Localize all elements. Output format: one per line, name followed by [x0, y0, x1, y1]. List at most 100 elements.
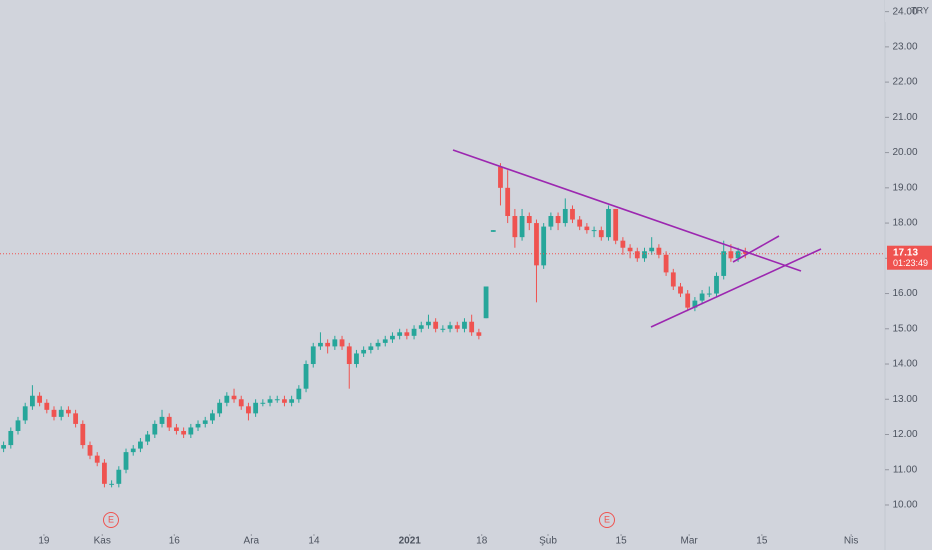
- candle: [562, 198, 568, 227]
- candle-body: [418, 325, 424, 329]
- candle-body: [440, 328, 446, 330]
- x-tick-label: Kas: [94, 536, 111, 547]
- candle-body: [404, 332, 410, 336]
- candle: [613, 208, 619, 245]
- candle: [310, 342, 316, 368]
- y-tick-label: 24.00: [892, 6, 917, 17]
- candle-body: [339, 339, 345, 347]
- candle-body: [382, 339, 388, 343]
- y-tick-label: 18.00: [892, 218, 917, 229]
- candle-body: [267, 399, 273, 403]
- candle: [397, 328, 403, 340]
- x-tick-label: 15: [756, 536, 768, 547]
- candle-body: [483, 286, 489, 319]
- candle-body: [627, 247, 633, 252]
- event-circle: [103, 512, 119, 528]
- candle: [627, 244, 633, 259]
- candle: [8, 427, 14, 449]
- candle: [692, 297, 698, 312]
- candle: [22, 402, 28, 424]
- candle: [325, 339, 331, 354]
- candle: [721, 240, 727, 280]
- candle-body: [130, 448, 136, 453]
- candle-body: [584, 226, 590, 231]
- candle-body: [246, 406, 251, 414]
- candle-body: [274, 399, 280, 401]
- candle-body: [346, 346, 352, 365]
- candle-body: [44, 402, 50, 410]
- candle-body: [606, 208, 611, 238]
- candle: [123, 448, 129, 474]
- candle: [656, 244, 662, 259]
- candle: [375, 339, 381, 350]
- candle-body: [670, 272, 676, 287]
- x-tick-label: Mar: [681, 536, 699, 547]
- y-tick-label: 19.00: [892, 182, 917, 193]
- candle-body: [37, 395, 43, 403]
- candle-body: [94, 455, 100, 463]
- candle: [37, 392, 43, 407]
- candle: [210, 409, 215, 424]
- candle: [109, 480, 115, 488]
- y-tick-label: 16.00: [892, 288, 917, 299]
- event-marker[interactable]: E: [103, 512, 119, 528]
- candle: [94, 452, 100, 467]
- candle-body: [73, 413, 79, 424]
- last-price-box: [887, 245, 932, 270]
- candle-body: [447, 325, 453, 329]
- candle-body: [260, 402, 266, 404]
- candle-body: [534, 223, 539, 266]
- event-circle: [599, 512, 615, 528]
- candle: [382, 335, 388, 347]
- candle-body: [735, 251, 741, 259]
- candle: [332, 335, 338, 350]
- currency-label: TRY: [911, 5, 929, 15]
- candle: [498, 163, 503, 206]
- candle: [670, 268, 676, 291]
- x-tick-label: 15: [616, 536, 628, 547]
- candle: [260, 399, 266, 407]
- candle: [577, 216, 583, 231]
- candle-body: [58, 409, 64, 417]
- candle-body: [166, 416, 172, 428]
- candle-body: [591, 230, 597, 232]
- y-tick-label: 10.00: [892, 500, 917, 511]
- candle: [188, 423, 194, 439]
- candle-body: [354, 353, 359, 365]
- trend-lines: [452, 149, 822, 328]
- candle: [469, 314, 475, 336]
- candle-body: [282, 399, 287, 403]
- x-tick-label: 18: [476, 536, 488, 547]
- y-tick-label: 22.00: [892, 77, 917, 88]
- candle-body: [289, 399, 295, 403]
- candle: [346, 342, 352, 389]
- candle: [58, 406, 64, 421]
- candle-body: [116, 469, 122, 484]
- candle: [663, 251, 669, 276]
- candle-body: [145, 434, 151, 442]
- candle: [706, 286, 712, 298]
- candle-body: [663, 254, 669, 273]
- candle: [231, 388, 237, 403]
- candle-body: [87, 445, 93, 456]
- candle-body: [490, 230, 496, 232]
- candle-body: [498, 166, 503, 188]
- candle: [649, 237, 655, 255]
- event-marker[interactable]: E: [599, 512, 615, 528]
- candle-body: [174, 427, 179, 431]
- candle-body: [634, 251, 640, 259]
- candle-body: [325, 342, 331, 347]
- candle-body: [433, 321, 439, 329]
- candle: [411, 325, 417, 340]
- x-tick-label: 14: [308, 536, 320, 547]
- candle-body: [51, 409, 57, 417]
- candle: [519, 208, 525, 241]
- x-tick-label: 19: [38, 536, 50, 547]
- candle-body: [656, 247, 662, 255]
- candle: [634, 247, 640, 262]
- candle-body: [692, 300, 698, 308]
- candle: [584, 223, 590, 234]
- x-tick-label: 2021: [399, 536, 422, 547]
- candle: [66, 406, 71, 417]
